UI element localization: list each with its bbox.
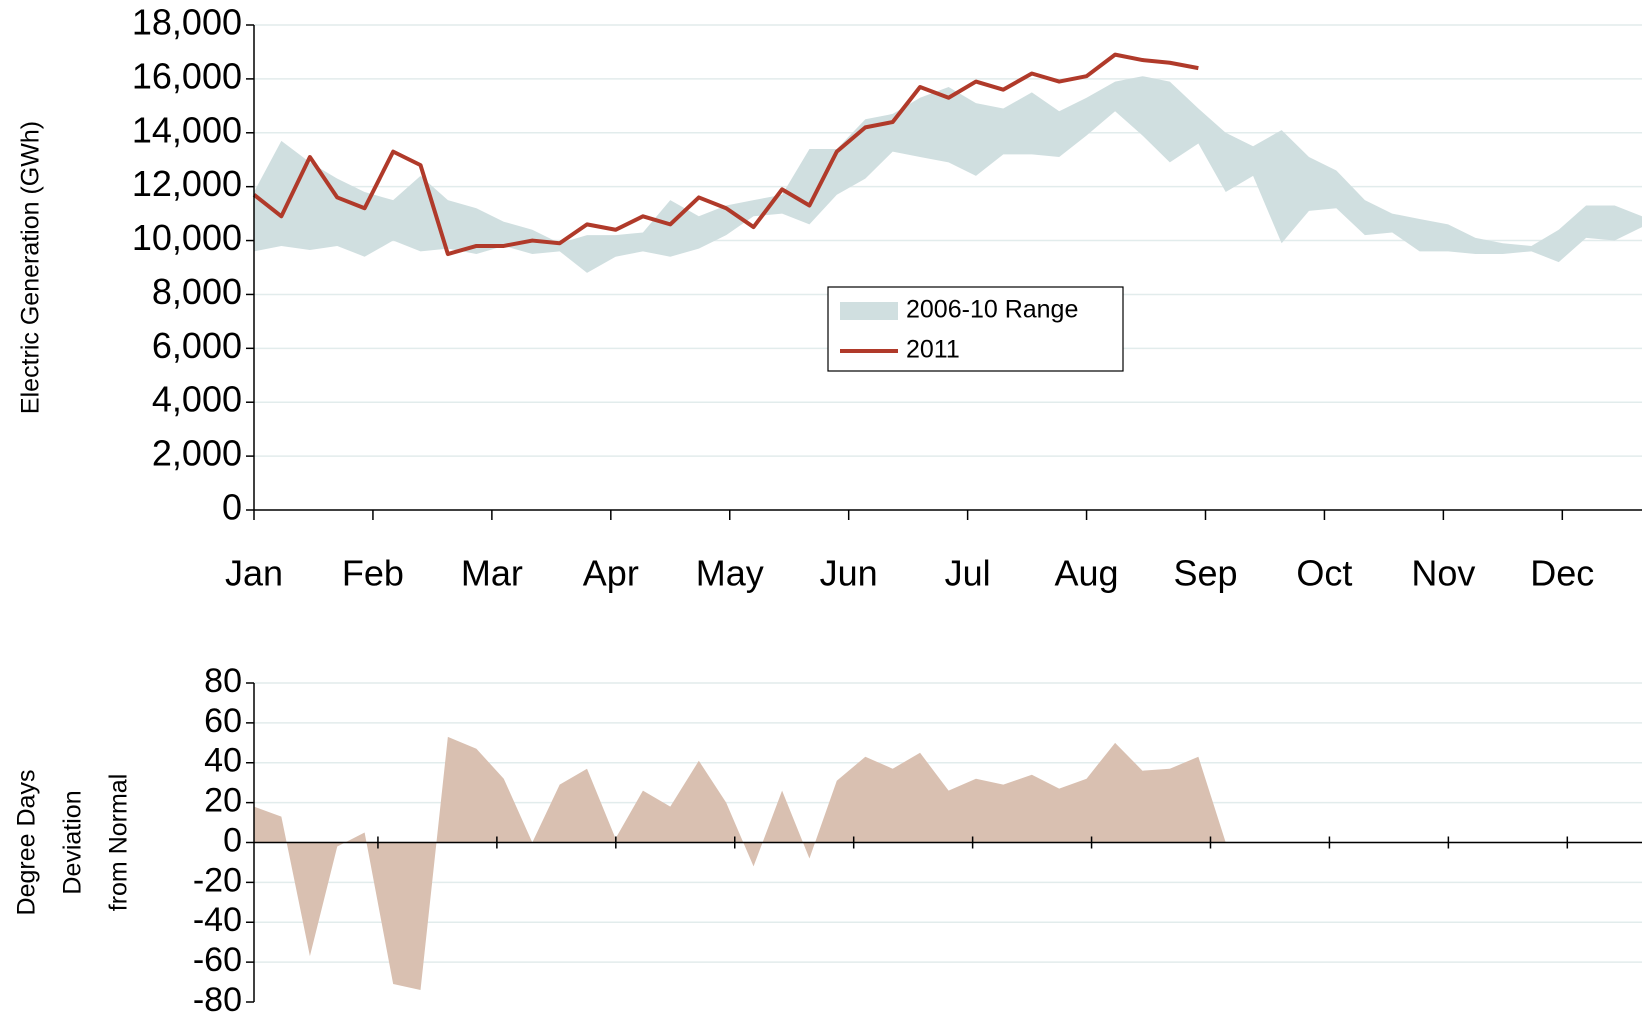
y-tick-label: 20 <box>204 782 242 820</box>
y-tick-label: 12,000 <box>132 163 242 204</box>
x-tick-label: Jan <box>225 553 283 594</box>
legend-label: 2006-10 Range <box>906 296 1078 324</box>
x-tick-label: Mar <box>461 553 523 594</box>
line-series <box>252 52 1199 257</box>
x-tick-label: Apr <box>583 553 639 594</box>
y-tick-label: 2,000 <box>152 433 242 474</box>
y-axis-label: Deviation <box>59 790 87 894</box>
y-tick-label: 10,000 <box>132 217 242 258</box>
x-tick-label: Jun <box>820 553 878 594</box>
legend-swatch <box>840 302 898 320</box>
x-tick-label: Dec <box>1530 553 1594 594</box>
range-band <box>254 76 1642 273</box>
y-axis-label: Degree Days <box>13 770 41 916</box>
y-tick-label: 18,000 <box>132 2 242 43</box>
y-axis-label: Electric Generation (GWh) <box>17 121 45 414</box>
x-tick-label: Oct <box>1296 553 1352 594</box>
y-tick-label: -80 <box>193 981 242 1018</box>
x-tick-label: Feb <box>342 553 404 594</box>
y-tick-label: 4,000 <box>152 379 242 420</box>
y-tick-label: -60 <box>193 941 242 979</box>
y-tick-label: 80 <box>204 662 242 700</box>
y-tick-label: 14,000 <box>132 109 242 150</box>
y-tick-label: 40 <box>204 742 242 780</box>
x-tick-label: May <box>696 553 764 594</box>
x-tick-label: Sep <box>1173 553 1237 594</box>
y-tick-label: 8,000 <box>152 271 242 312</box>
y-tick-label: 60 <box>204 702 242 740</box>
y-tick-label: 16,000 <box>132 55 242 96</box>
x-tick-label: Jul <box>945 553 991 594</box>
x-tick-label: Nov <box>1411 553 1475 594</box>
legend-label: 2011 <box>906 336 960 364</box>
y-tick-label: -40 <box>193 901 242 939</box>
y-tick-label: 0 <box>223 821 242 859</box>
y-axis-label: from Normal <box>105 774 133 912</box>
area-series <box>254 736 1226 991</box>
x-tick-label: Aug <box>1055 553 1119 594</box>
y-tick-label: 6,000 <box>152 325 242 366</box>
legend-box <box>827 286 1124 372</box>
y-tick-label: -20 <box>193 861 242 899</box>
y-tick-label: 0 <box>222 487 242 528</box>
